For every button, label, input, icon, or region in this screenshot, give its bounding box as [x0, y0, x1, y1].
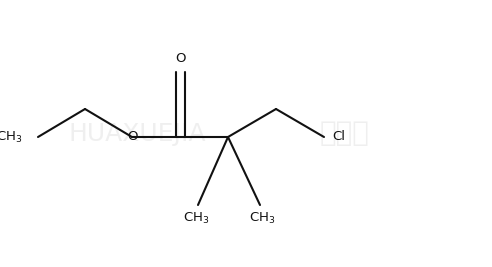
Text: O: O	[127, 131, 137, 143]
Text: CH$_3$: CH$_3$	[0, 129, 22, 144]
Text: HUAXUEJIA: HUAXUEJIA	[69, 121, 207, 146]
Text: O: O	[175, 53, 185, 65]
Text: 化学加: 化学加	[319, 120, 369, 147]
Text: CH$_3$: CH$_3$	[183, 211, 209, 226]
Text: CH$_3$: CH$_3$	[249, 211, 275, 226]
Text: Cl: Cl	[332, 131, 345, 143]
